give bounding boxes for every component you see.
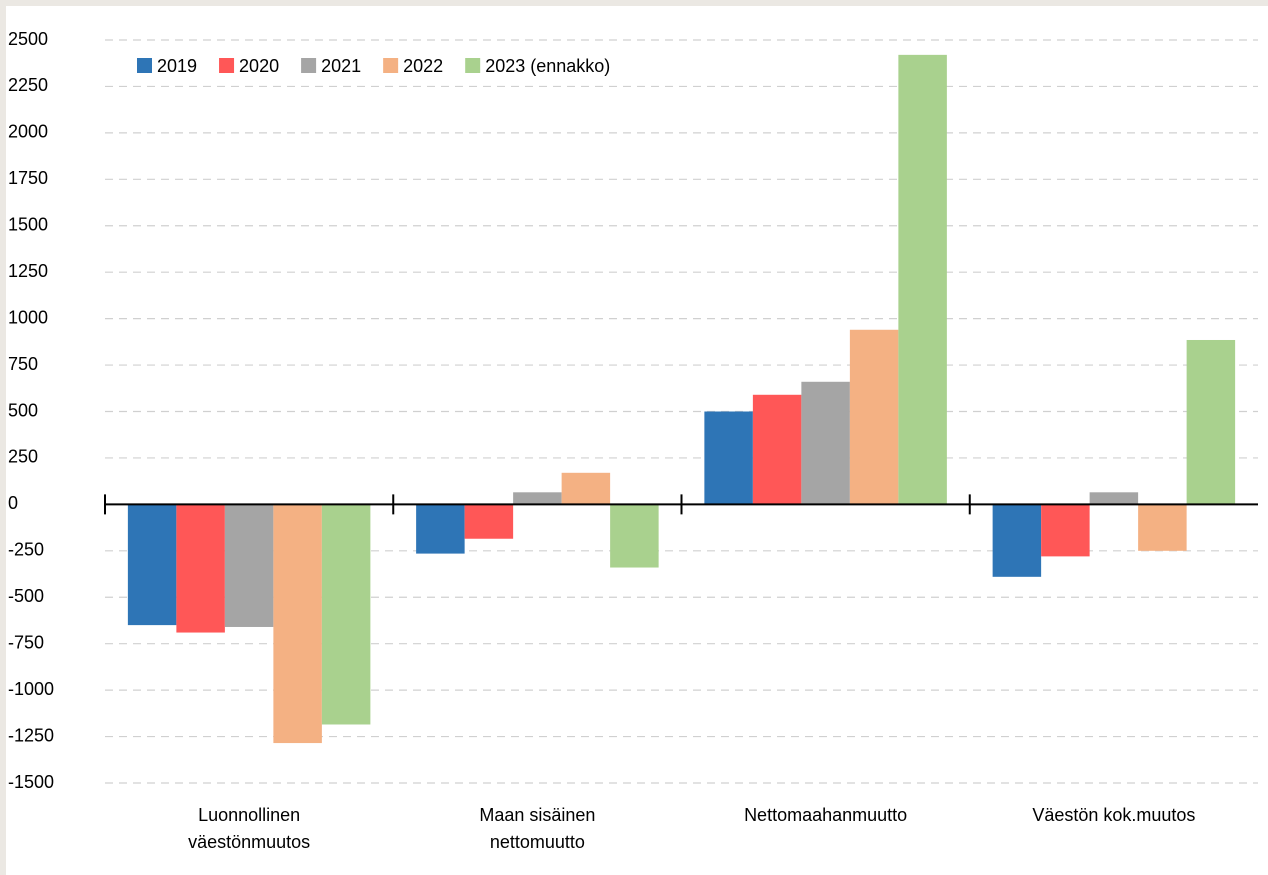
- y-tick-label: 750: [8, 354, 38, 374]
- bar: [224, 504, 274, 627]
- legend-swatch: [465, 58, 481, 73]
- bar: [801, 381, 850, 505]
- legend-swatch: [301, 58, 317, 73]
- bar: [1089, 492, 1139, 505]
- bar: [127, 504, 177, 626]
- x-tick-label: Väestön kok.muutos: [1032, 805, 1196, 825]
- x-tick-label: Maan sisäinen nettomuutto: [479, 805, 596, 852]
- bar: [849, 329, 899, 505]
- y-tick-label: 1000: [8, 307, 48, 327]
- legend-swatch: [219, 58, 235, 73]
- bar: [992, 504, 1042, 577]
- bar: [273, 504, 322, 744]
- y-tick-label: 1750: [8, 168, 48, 188]
- y-tick-label: 2000: [8, 122, 48, 142]
- bar: [176, 504, 225, 633]
- y-tick-label: -1250: [8, 725, 54, 745]
- bar: [752, 394, 802, 505]
- y-tick-label: 2500: [8, 29, 48, 49]
- y-tick-label: 2250: [8, 75, 48, 95]
- bar: [513, 492, 562, 505]
- bar: [416, 504, 465, 554]
- bar: [610, 504, 659, 568]
- bar: [1041, 504, 1090, 557]
- legend-label: 2023 (ennakko): [485, 56, 610, 76]
- bar: [321, 504, 371, 725]
- y-tick-label: -750: [8, 632, 44, 652]
- y-tick-label: -1500: [8, 772, 54, 792]
- chart-frame: [6, 6, 1268, 875]
- y-tick-label: 0: [8, 493, 18, 513]
- legend-swatch: [137, 58, 152, 73]
- bar: [561, 472, 611, 505]
- bar: [898, 54, 947, 505]
- y-tick-label: -500: [8, 586, 44, 606]
- legend-label: 2021: [321, 56, 361, 76]
- y-tick-label: 500: [8, 400, 38, 420]
- bar: [464, 504, 514, 539]
- bar: [704, 411, 753, 505]
- bar: [1138, 504, 1187, 551]
- y-tick-label: 250: [8, 447, 38, 467]
- legend-label: 2022: [403, 56, 443, 76]
- y-tick-label: 1250: [8, 261, 48, 281]
- x-tick-label: Luonnollinen väestönmuutos: [188, 805, 311, 852]
- y-tick-label: -250: [8, 540, 44, 560]
- legend-label: 2019: [157, 56, 197, 76]
- legend-swatch: [383, 58, 399, 73]
- y-tick-label: 1500: [8, 215, 48, 235]
- legend-label: 2020: [239, 56, 279, 76]
- x-tick-label: Nettomaahanmuutto: [744, 805, 908, 825]
- bar: [1186, 339, 1236, 505]
- y-tick-label: -1000: [8, 679, 54, 699]
